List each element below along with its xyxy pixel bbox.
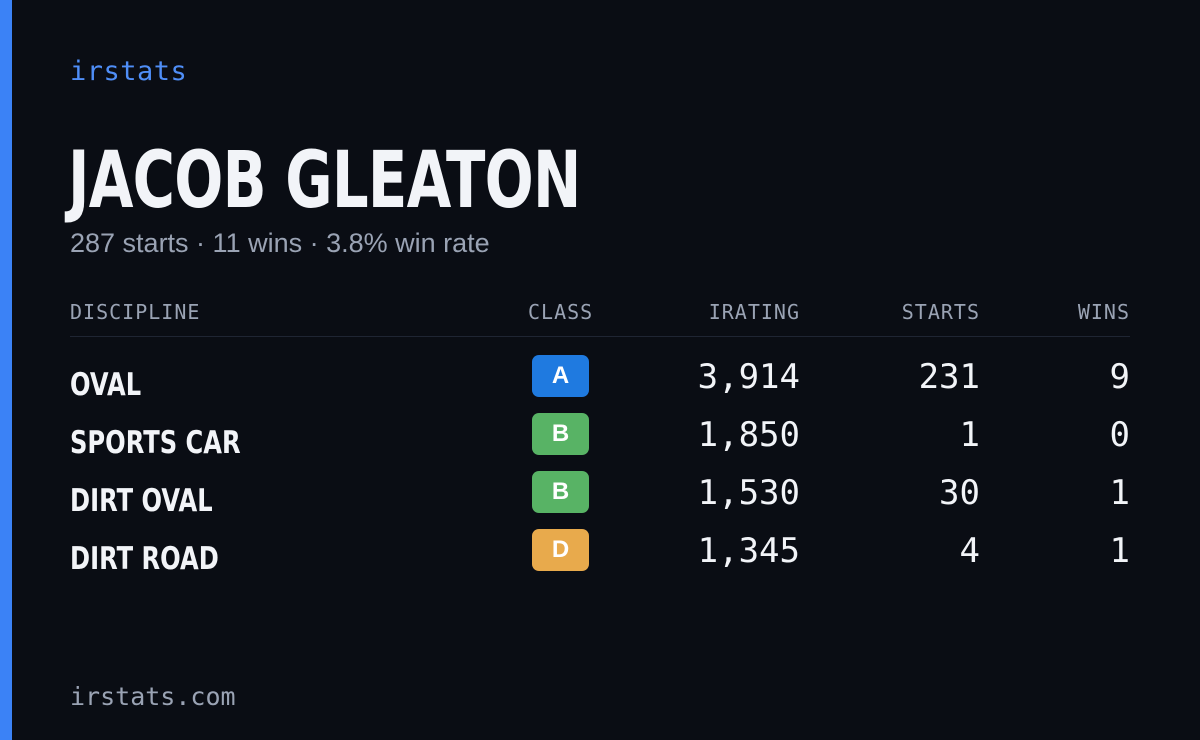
wins-value: 9 [1109,357,1130,397]
driver-summary: 287 starts · 11 wins · 3.8% win rate [70,228,490,258]
wins-value: 1 [1109,473,1130,513]
header-starts: STARTS [901,300,980,324]
wins-value: 1 [1109,531,1130,571]
irating-value: 1,530 [697,473,800,513]
class-badge: D [532,529,589,571]
class-badge: B [532,471,589,513]
starts-value: 4 [959,531,980,571]
irating-value: 1,850 [697,415,800,455]
discipline-table: DISCIPLINE CLASS IRATING STARTS WINS OVA… [70,296,1130,585]
table-row: SPORTS CAR B 1,850 1 0 [70,411,1130,469]
discipline-name: DIRT OVAL [70,483,213,519]
irating-value: 1,345 [697,531,800,571]
header-class: CLASS [528,300,594,324]
header-irating: IRATING [708,300,800,324]
starts-value: 30 [939,473,980,513]
discipline-name: OVAL [70,367,142,403]
accent-bar [0,0,12,740]
header-wins: WINS [1077,300,1130,324]
table-body: OVAL A 3,914 231 9 SPORTS CAR B 1,850 1 … [70,337,1130,585]
table-row: OVAL A 3,914 231 9 [70,353,1130,411]
table-row: DIRT ROAD D 1,345 4 1 [70,527,1130,585]
brand-logo: irstats [70,56,188,87]
header-discipline: DISCIPLINE [70,300,201,324]
irating-value: 3,914 [697,357,800,397]
starts-value: 231 [918,357,980,397]
discipline-name: SPORTS CAR [70,425,241,461]
starts-value: 1 [959,415,980,455]
discipline-name: DIRT ROAD [70,541,219,577]
table-header-row: DISCIPLINE CLASS IRATING STARTS WINS [70,296,1130,337]
class-badge: A [532,355,589,397]
class-badge: B [532,413,589,455]
wins-value: 0 [1109,415,1130,455]
driver-name: JACOB GLEATON [68,136,581,226]
table-row: DIRT OVAL B 1,530 30 1 [70,469,1130,527]
footer-url: irstats.com [70,682,236,711]
